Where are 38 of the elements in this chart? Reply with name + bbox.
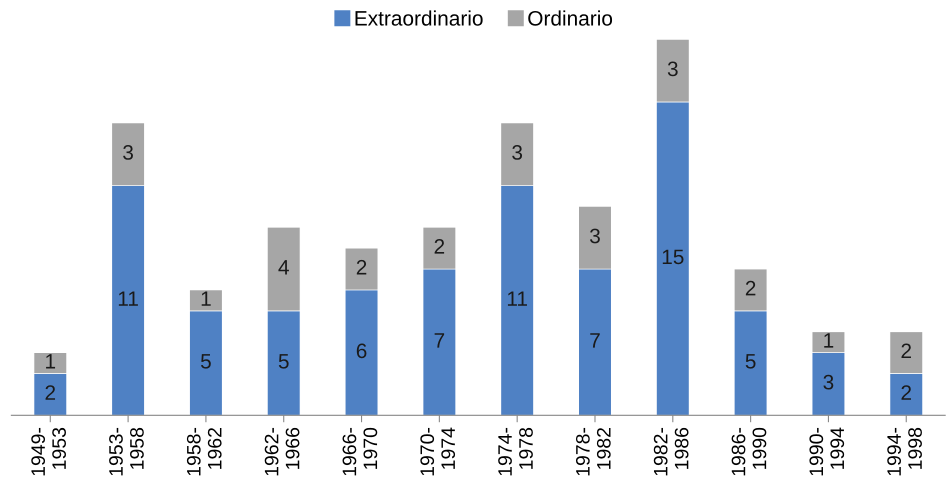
x-tick-label: 1974- 1978 <box>498 428 533 476</box>
data-label: 15 <box>662 250 684 264</box>
data-label: 11 <box>508 291 527 306</box>
data-label: 5 <box>200 354 211 369</box>
legend-label: Extraordinario <box>356 10 483 26</box>
x-tick-label: 1986- 1990 <box>732 428 766 476</box>
x-tick-label: 1970- 1974 <box>420 428 456 476</box>
data-label: 3 <box>512 145 522 160</box>
x-tick-label: 1978- 1982 <box>576 428 611 476</box>
x-tick-label: 1953- 1958 <box>109 428 144 476</box>
data-label: 2 <box>746 280 756 296</box>
data-label: 1 <box>46 354 56 368</box>
data-label: 3 <box>123 145 133 160</box>
data-label: 2 <box>902 385 911 400</box>
data-label: 2 <box>902 343 911 358</box>
data-label: 5 <box>746 354 756 369</box>
data-label: 3 <box>823 374 834 390</box>
x-tick-label: 1966- 1970 <box>342 428 378 476</box>
data-label: 5 <box>278 354 289 369</box>
x-tick-label: 1990- 1994 <box>809 428 844 476</box>
data-label: 11 <box>118 291 138 306</box>
data-label: 4 <box>278 260 289 274</box>
x-tick-label: 1994- 1998 <box>887 428 922 476</box>
legend-label: Ordinario <box>528 10 612 26</box>
x-tick-label: 1949- 1953 <box>31 428 66 476</box>
data-label: 1 <box>824 333 834 348</box>
data-label: 1 <box>202 291 211 306</box>
data-label: 7 <box>590 333 600 348</box>
data-label: 6 <box>356 343 366 358</box>
x-tick-label: 1958- 1962 <box>186 428 222 476</box>
data-label: 2 <box>434 239 444 254</box>
x-tick-label: 1982- 1986 <box>654 428 688 476</box>
data-label: 3 <box>590 228 600 244</box>
data-label: 2 <box>46 385 56 400</box>
x-tick-label: 1962- 1966 <box>264 428 300 476</box>
data-label: 2 <box>356 260 366 274</box>
data-label: 7 <box>434 333 444 348</box>
data-label: 3 <box>668 62 678 76</box>
